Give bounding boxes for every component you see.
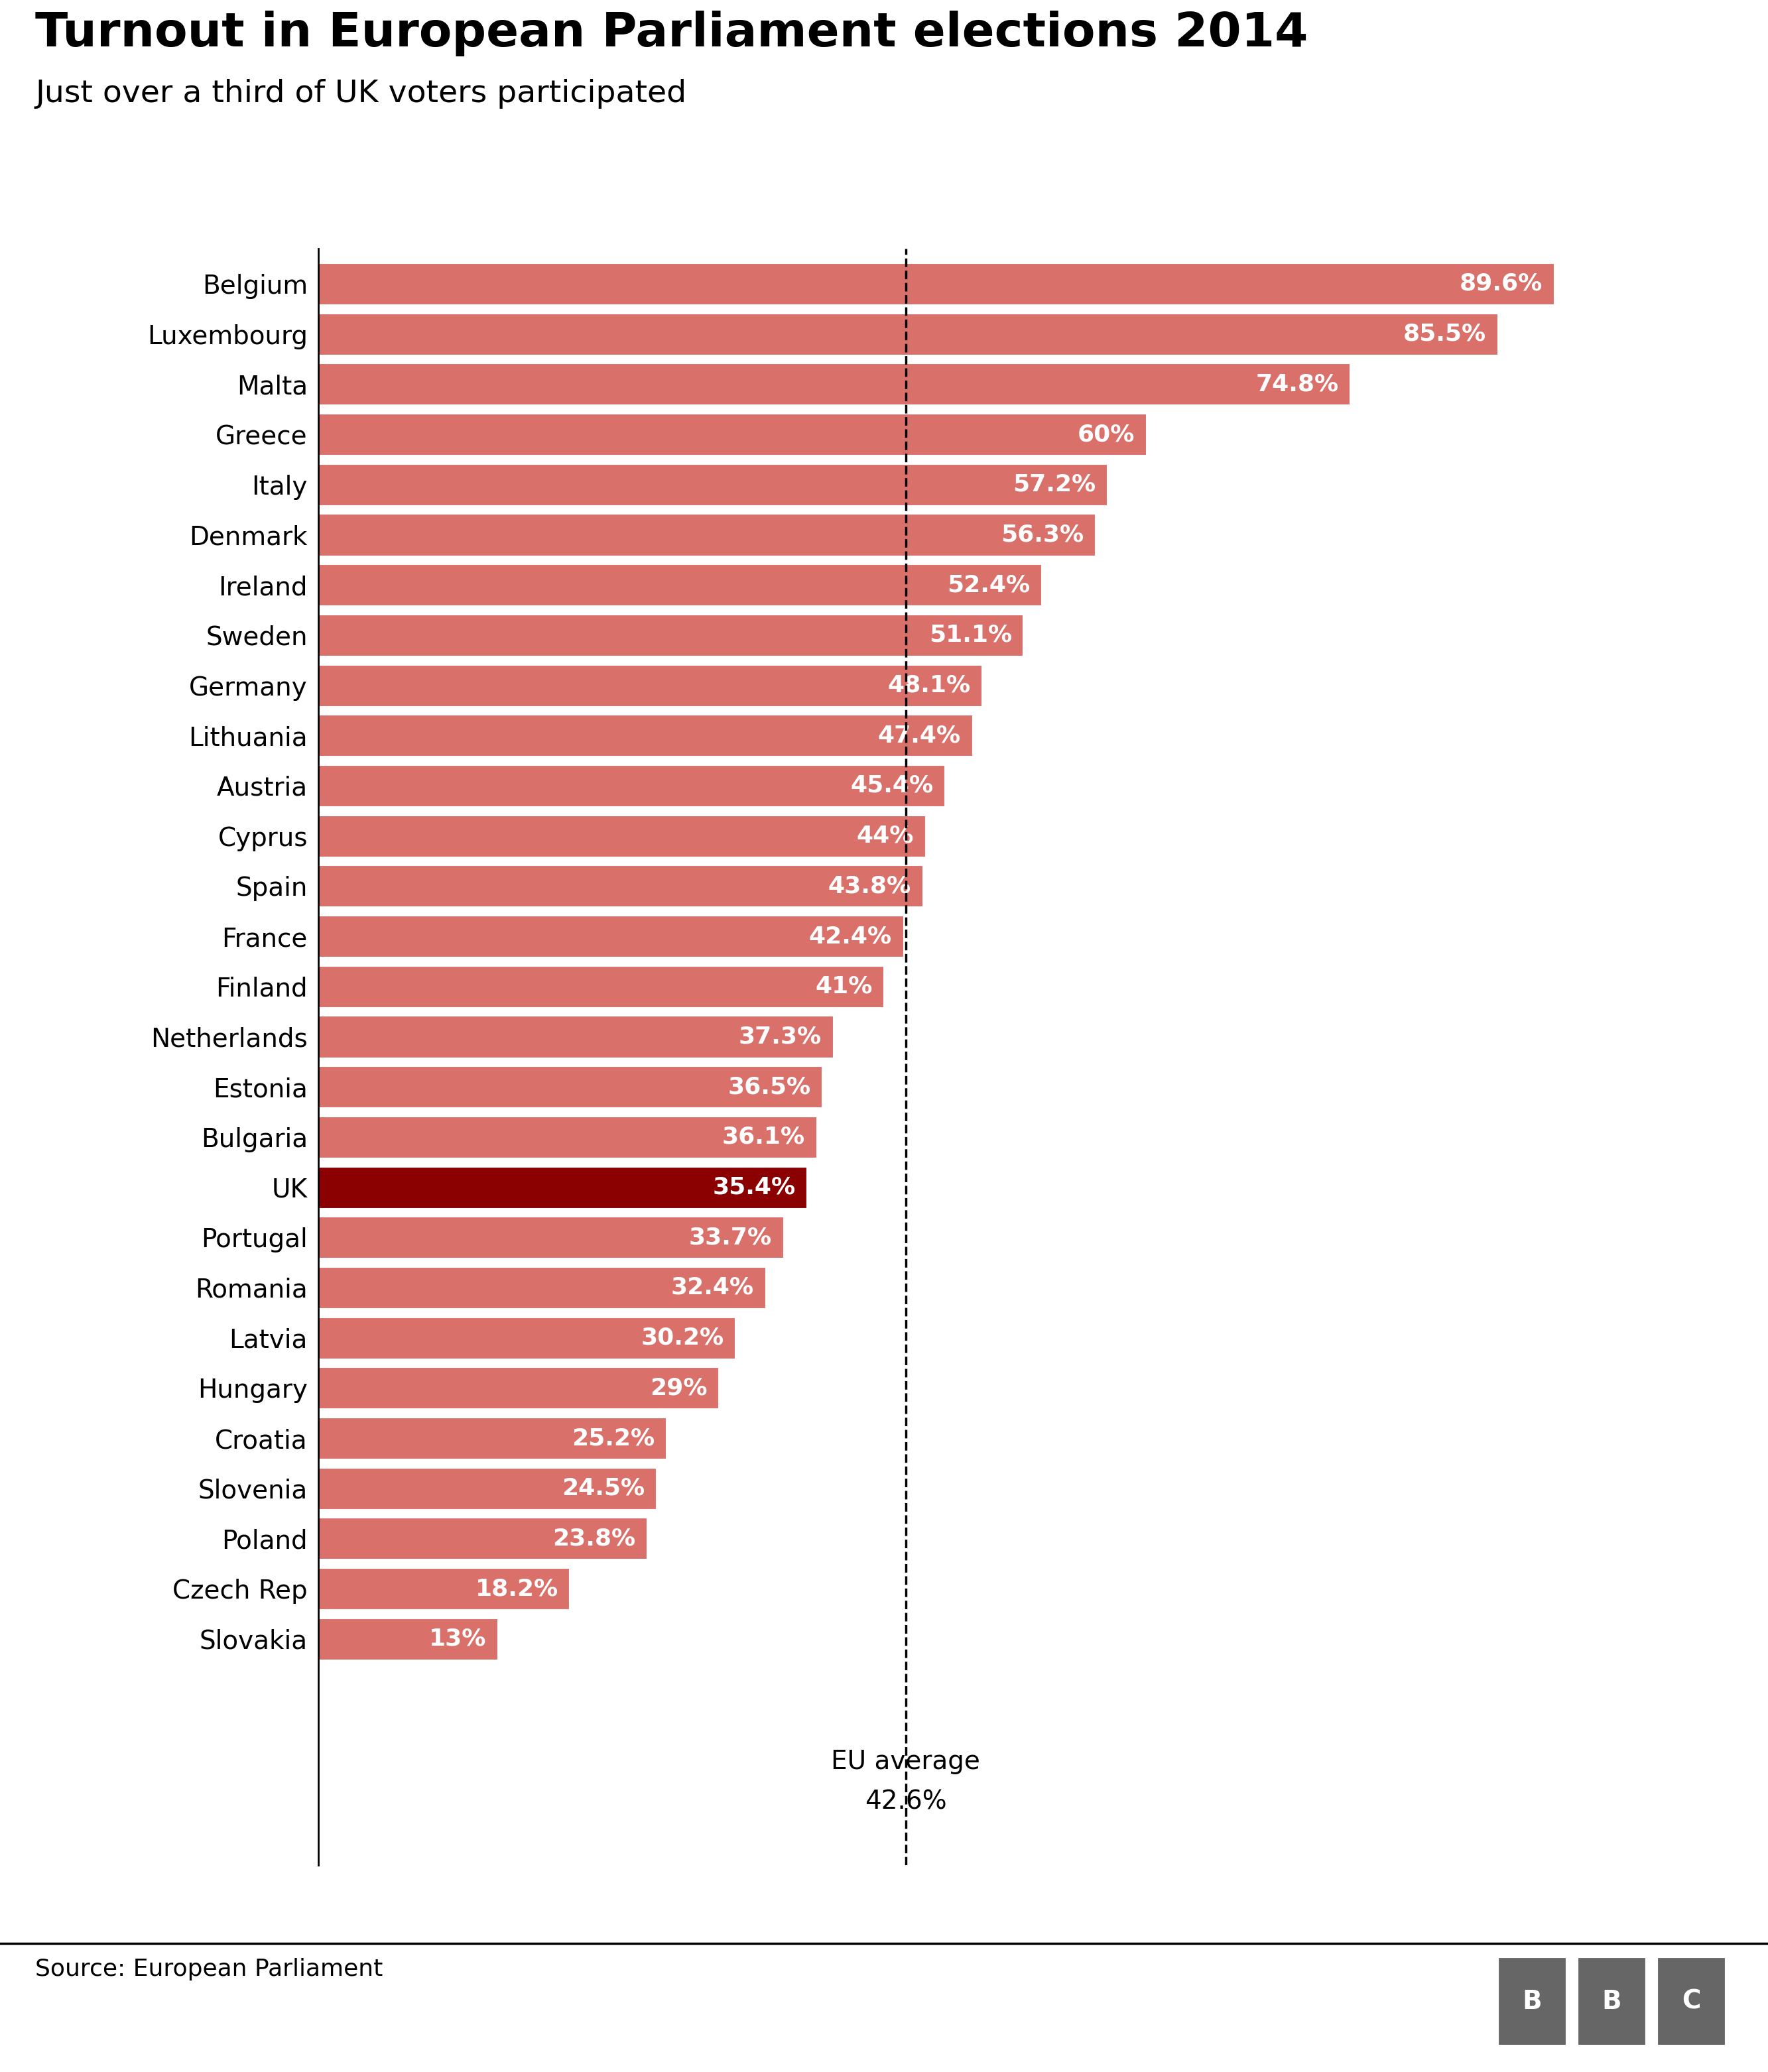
Text: 35.4%: 35.4% (713, 1177, 796, 1198)
Bar (318, 1216, 783, 1258)
Bar (318, 1467, 656, 1508)
Text: B: B (1602, 1989, 1621, 2014)
Bar (318, 1117, 817, 1158)
Text: 60%: 60% (1077, 423, 1135, 445)
Bar (318, 1569, 569, 1610)
Bar (318, 814, 925, 856)
Bar (318, 966, 884, 1007)
Text: 52.4%: 52.4% (948, 574, 1029, 597)
Text: 47.4%: 47.4% (879, 725, 960, 746)
Bar (318, 1015, 833, 1057)
Text: 42.6%: 42.6% (865, 1790, 946, 1815)
Text: 44%: 44% (857, 825, 914, 847)
Text: 43.8%: 43.8% (827, 874, 911, 897)
Bar (318, 514, 1094, 555)
Text: 74.8%: 74.8% (1255, 373, 1338, 396)
Text: 18.2%: 18.2% (476, 1577, 559, 1600)
Text: 36.5%: 36.5% (728, 1075, 810, 1098)
Bar (318, 313, 1497, 354)
Text: Source: European Parliament: Source: European Parliament (35, 1958, 384, 1981)
Text: Just over a third of UK voters participated: Just over a third of UK voters participa… (35, 79, 686, 108)
Text: B: B (1522, 1989, 1542, 2014)
Text: 36.1%: 36.1% (721, 1125, 804, 1148)
Bar (318, 866, 923, 908)
Text: 23.8%: 23.8% (552, 1527, 635, 1550)
Text: 37.3%: 37.3% (739, 1026, 822, 1048)
Bar (318, 1067, 822, 1106)
Bar (318, 1618, 497, 1660)
Text: 29%: 29% (651, 1376, 707, 1399)
Bar (318, 665, 981, 707)
Bar (318, 715, 972, 756)
Text: 30.2%: 30.2% (640, 1326, 723, 1349)
Bar (318, 615, 1024, 655)
Bar (318, 1318, 735, 1359)
Bar (318, 1368, 718, 1409)
Text: EU average: EU average (831, 1749, 979, 1774)
Bar (318, 263, 1554, 305)
Bar (318, 1417, 667, 1459)
Bar (318, 464, 1107, 506)
Text: 32.4%: 32.4% (672, 1276, 753, 1299)
Text: 51.1%: 51.1% (928, 624, 1011, 646)
Text: 45.4%: 45.4% (850, 775, 934, 798)
Text: Turnout in European Parliament elections 2014: Turnout in European Parliament elections… (35, 10, 1308, 56)
Text: 42.4%: 42.4% (810, 924, 891, 947)
FancyBboxPatch shape (1657, 1956, 1726, 2047)
Text: 33.7%: 33.7% (690, 1227, 773, 1249)
Text: 56.3%: 56.3% (1001, 524, 1084, 547)
Text: 57.2%: 57.2% (1013, 472, 1096, 495)
Text: C: C (1681, 1989, 1701, 2014)
Text: 41%: 41% (815, 976, 873, 999)
Bar (318, 363, 1349, 404)
Text: 85.5%: 85.5% (1404, 323, 1487, 346)
Bar (318, 564, 1041, 605)
Bar (318, 765, 944, 806)
Bar (318, 1266, 766, 1307)
Text: 13%: 13% (430, 1629, 486, 1649)
Bar (318, 414, 1146, 456)
Bar (318, 1519, 647, 1558)
Text: 25.2%: 25.2% (571, 1428, 654, 1450)
Bar (318, 1167, 806, 1208)
Bar (318, 916, 903, 957)
Text: 48.1%: 48.1% (888, 673, 971, 696)
FancyBboxPatch shape (1577, 1956, 1646, 2047)
Text: 24.5%: 24.5% (562, 1477, 645, 1500)
Text: 89.6%: 89.6% (1460, 274, 1543, 294)
FancyBboxPatch shape (1497, 1956, 1566, 2047)
